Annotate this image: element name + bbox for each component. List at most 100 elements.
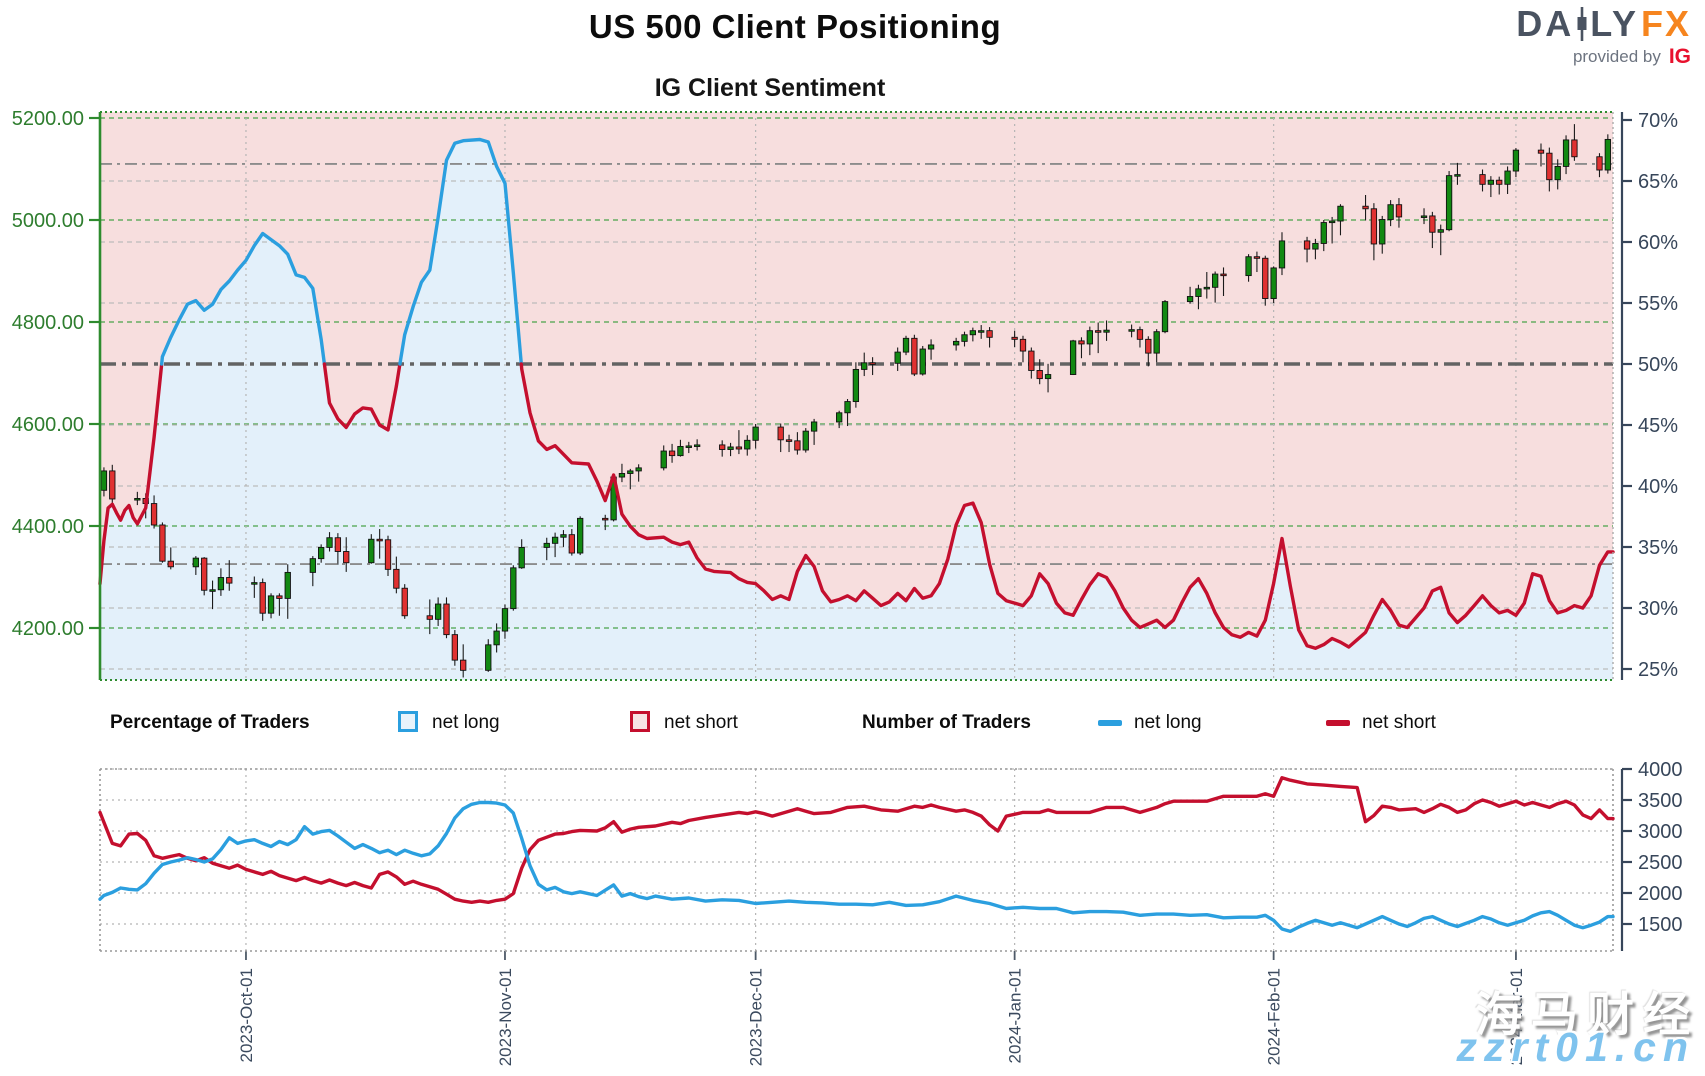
candle-up — [1487, 179, 1495, 185]
candle-up — [251, 582, 258, 585]
candle-down — [1145, 338, 1152, 354]
candle-up — [284, 571, 291, 599]
count-axis-label: 4000 — [1638, 759, 1683, 781]
price-axis-label: 4800.00 — [12, 312, 84, 334]
candle-down — [602, 517, 609, 521]
pct-axis-label: 40% — [1638, 476, 1678, 498]
price-axis-label: 5000.00 — [12, 210, 84, 232]
candle-down — [159, 524, 166, 562]
dailyfx-logo: DA LY FX provided by IG — [1516, 6, 1691, 68]
net-long-swatch-icon — [398, 711, 418, 732]
candle-down — [1429, 215, 1436, 233]
candle-up — [618, 473, 626, 478]
candle-down — [150, 503, 158, 526]
candle-up — [501, 608, 509, 632]
candle-up — [660, 450, 667, 469]
candle-up — [844, 401, 851, 414]
pct-axis-label: 60% — [1638, 232, 1678, 254]
candle-up — [752, 426, 759, 441]
candle-down — [201, 557, 208, 591]
candlestick-i-icon — [1577, 7, 1587, 41]
candle-up — [326, 537, 333, 548]
candle-up — [961, 334, 968, 342]
pct-axis-label: 45% — [1638, 415, 1678, 437]
candle-down — [1078, 340, 1085, 345]
candle-down — [785, 439, 793, 442]
candle-down — [401, 587, 408, 617]
candle-up — [1203, 286, 1210, 290]
candle-up — [543, 542, 550, 548]
candle-up — [952, 340, 960, 346]
candle-up — [267, 595, 275, 614]
candle-down — [426, 615, 433, 620]
count-axis-label: 2000 — [1638, 883, 1683, 905]
logo-text-ly: LY — [1590, 3, 1639, 44]
candle-up — [510, 567, 517, 610]
pct-net-short-line — [519, 362, 1615, 650]
candle-up — [192, 557, 199, 568]
candle-down — [794, 440, 801, 451]
candle-down — [1546, 152, 1553, 181]
pct-axis-label: 35% — [1638, 537, 1678, 559]
pct-axis-label: 50% — [1638, 354, 1678, 376]
candle-up — [368, 538, 375, 564]
candle-up — [1044, 374, 1052, 380]
candle-up — [1454, 174, 1461, 177]
candle-up — [1245, 256, 1252, 277]
candle-up — [1512, 149, 1520, 172]
net-short-line-icon — [1326, 720, 1350, 726]
candle-down — [1095, 330, 1102, 333]
candle-down — [1220, 273, 1227, 277]
legend-net-short-pct: net short — [664, 712, 738, 733]
candle-down — [869, 362, 876, 365]
price-axis-label: 4200.00 — [12, 618, 84, 640]
candle-up — [927, 344, 935, 350]
pct-axis-label: 30% — [1638, 598, 1678, 620]
candle-up — [635, 467, 642, 472]
candle-down — [443, 603, 450, 636]
pct-net-short-line — [322, 362, 402, 432]
logo-text-da: DA — [1516, 3, 1575, 44]
candle-up — [560, 534, 567, 538]
candle-up — [577, 517, 584, 554]
candle-down — [226, 577, 233, 584]
candle-down — [1136, 329, 1144, 340]
chart-subtitle: IG Client Sentiment — [654, 74, 886, 102]
net-long-area-fill — [100, 139, 1613, 680]
candle-up — [1103, 329, 1110, 333]
count-net-short-line — [98, 776, 1615, 904]
pct-net-long-line — [160, 231, 327, 366]
candle-down — [1537, 149, 1545, 154]
candle-down — [451, 634, 458, 661]
dailyfx-wordmark: DA LY FX — [1516, 6, 1691, 42]
price-axis-label: 5200.00 — [12, 108, 84, 130]
candle-up — [627, 470, 634, 474]
candle-up — [852, 368, 860, 403]
x-axis-date-label: 2024-Mar-01 — [1507, 968, 1526, 1065]
candle-up — [902, 337, 910, 353]
candle-up — [836, 412, 843, 423]
candle-down — [167, 560, 174, 568]
candle-up — [1387, 204, 1394, 220]
candle-down — [376, 538, 383, 542]
x-axis-date-label: 2023-Dec-01 — [747, 968, 766, 1066]
provided-by-text: provided by — [1572, 47, 1661, 66]
pct-axis-label: 65% — [1638, 171, 1678, 193]
count-axis-label: 1500 — [1638, 914, 1683, 936]
candle-up — [1328, 220, 1336, 224]
x-axis-date-label: 2023-Nov-01 — [496, 968, 515, 1066]
candle-up — [1504, 170, 1511, 185]
candlesticks-layer — [100, 124, 1611, 678]
watermark-site-name: 海马财经 — [1475, 988, 1699, 1041]
ig-logo: IG — [1668, 45, 1691, 68]
candle-down — [276, 595, 283, 599]
candle-down — [259, 582, 266, 614]
price-axis-label: 4400.00 — [12, 516, 84, 538]
candle-down — [1019, 338, 1027, 352]
candle-down — [1253, 256, 1261, 259]
candle-up — [1086, 330, 1093, 345]
candle-up — [318, 546, 325, 560]
candle-down — [334, 537, 342, 552]
candle-down — [1479, 174, 1486, 185]
candle-down — [393, 568, 400, 589]
